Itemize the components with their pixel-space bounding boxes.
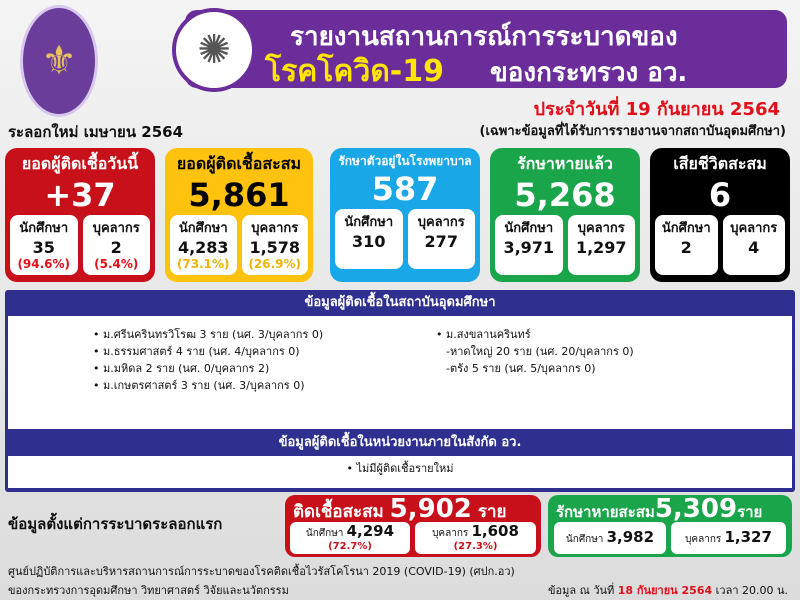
cum-staff-pct: (27.3%) xyxy=(453,541,498,552)
wave-label: ระลอกใหม่ เมษายน 2564 xyxy=(8,123,184,141)
staff-label: บุคลากร xyxy=(92,221,140,236)
staff-box: บุคลากร 277 xyxy=(407,209,475,269)
rec-student-value: 3,982 xyxy=(606,528,655,546)
since-first-wave-label: ข้อมูลตั้งแต่การระบาดระลอกแรก xyxy=(8,515,223,533)
institution-item: • ม.สงขลานครินทร์ xyxy=(436,328,531,341)
cum-infected-unit: ราย xyxy=(477,502,507,522)
institutions-header: ข้อมูลผู้ติดเชื้อในสถาบันอุดมศึกษา xyxy=(304,295,496,310)
student-box: นักศึกษา 3,971 xyxy=(495,215,563,275)
footer-line1: ศูนย์ปฏิบัติการและบริหารสถานการณ์การระบา… xyxy=(8,565,515,578)
institutions-list: • ม.ศรีนครินทรวิโรฒ 3 ราย (นศ. 3/บุคลากร… xyxy=(8,316,792,429)
student-label: นักศึกษา xyxy=(504,221,554,236)
institution-item: • ม.มหิดล 2 ราย (นศ. 0/บุคลากร 2) xyxy=(93,362,270,375)
student-pct: (94.6%) xyxy=(17,257,71,271)
rec-staff-label: บุคลากร xyxy=(685,534,722,545)
virus-icon: ✺ xyxy=(172,8,256,92)
report-note: (เฉพาะข้อมูลที่ได้รับการรายงานจากสถาบันอ… xyxy=(479,124,786,139)
cum-recovered-value: 5,309 xyxy=(654,494,738,524)
card-title: รักษาตัวอยู่ในโรงพยาบาล xyxy=(338,154,472,168)
cum-student-value: 4,294 xyxy=(346,522,395,540)
cum-staff-value: 1,608 xyxy=(471,522,519,540)
student-value: 4,283 xyxy=(177,238,229,257)
card-value: 5,268 xyxy=(514,176,616,214)
institution-item: • ม.ศรีนครินทรวิโรฒ 3 ราย (นศ. 3/บุคลากร… xyxy=(93,328,324,341)
title-covid: โรคโควิด-19 xyxy=(265,54,445,89)
cum-student-pct: (72.7%) xyxy=(328,541,372,552)
staff-pct: (5.4%) xyxy=(94,257,139,271)
staff-value: 1,578 xyxy=(249,238,301,257)
card-recovered: รักษาหายแล้ว 5,268 นักศึกษา 3,971 บุคลากร… xyxy=(490,148,640,282)
footer-line2: ของกระทรวงการอุดมศึกษา วิทยาศาสตร์ วิจัย… xyxy=(8,584,289,597)
staff-box: บุคลากร 2 (5.4%) xyxy=(82,215,150,275)
card-value: 6 xyxy=(708,176,732,214)
student-label: นักศึกษา xyxy=(19,221,69,236)
title-line1: รายงานสถานการณ์การระบาดของ xyxy=(290,22,678,52)
student-label: นักศึกษา xyxy=(661,221,711,236)
staff-label: บุคลากร xyxy=(417,215,465,230)
institution-item: • ม.เกษตรศาสตร์ 3 ราย (นศ. 3/บุคลากร 0) xyxy=(93,379,305,392)
rec-student-label: นักศึกษา xyxy=(565,534,604,545)
card-value: 587 xyxy=(371,170,439,208)
staff-label: บุคลากร xyxy=(251,221,299,236)
card-cumulative: ยอดผู้ติดเชื้อสะสม 5,861 นักศึกษา 4,283 (7… xyxy=(165,148,313,282)
cum-staff-label: บุคลากร xyxy=(432,528,469,539)
staff-box: บุคลากร 1,578 (26.9%) xyxy=(241,215,308,275)
staff-pct: (26.9%) xyxy=(248,257,302,271)
student-label: นักศึกษา xyxy=(344,215,394,230)
cum-recovered-title: รักษาหายสะสม xyxy=(556,503,655,521)
agencies-header: ข้อมูลผู้ติดเชื้อในหน่วยงานภายในสังกัด อ… xyxy=(278,435,522,450)
student-box: นักศึกษา 35 (94.6%) xyxy=(10,215,78,275)
card-title: ยอดผู้ติดเชื้อวันนี้ xyxy=(21,154,139,173)
agency-item: • ไม่มีผู้ติดเชื้อรายใหม่ xyxy=(346,462,454,475)
staff-value: 2 xyxy=(110,238,122,257)
cum-recovered-unit: ราย xyxy=(737,503,763,521)
as-of-time: เวลา 20.00 น. xyxy=(715,584,788,597)
as-of-date: ข้อมูล ณ วันที่ 18 กันยายน 2564 เวลา 20.… xyxy=(548,581,788,599)
cum-infected-value: 5,902 xyxy=(389,494,472,524)
staff-box: บุคลากร 1,297 xyxy=(567,215,635,275)
student-box: นักศึกษา 4,283 (73.1%) xyxy=(170,215,237,275)
staff-value: 277 xyxy=(424,232,458,251)
student-box: นักศึกษา 2 xyxy=(655,215,718,275)
card-value: +37 xyxy=(44,176,116,214)
report-date: ประจำวันที่ 19 กันยายน 2564 xyxy=(533,99,780,120)
staff-box: บุคลากร 4 xyxy=(722,215,785,275)
institution-item: -หาดใหญ่ 20 ราย (นศ. 20/บุคลากร 0) xyxy=(446,345,634,358)
card-title: เสียชีวิตสะสม xyxy=(673,154,767,173)
rec-staff-value: 1,327 xyxy=(724,528,772,546)
card-hospital: รักษาตัวอยู่ในโรงพยาบาล 587 นักศึกษา 310 … xyxy=(330,148,480,282)
as-of-date-value: 18 กันยายน 2564 xyxy=(617,584,713,597)
staff-label: บุคลากร xyxy=(730,221,778,236)
student-value: 310 xyxy=(352,232,386,251)
cum-infected-title: ติดเชื้อสะสม xyxy=(293,502,384,522)
title-banner xyxy=(185,10,787,88)
card-title: ยอดผู้ติดเชื้อสะสม xyxy=(176,154,302,173)
student-value: 35 xyxy=(32,238,55,257)
institution-item: • ม.ธรรมศาสตร์ 4 ราย (นศ. 4/บุคลากร 0) xyxy=(93,345,300,358)
agencies-list: • ไม่มีผู้ติดเชื้อรายใหม่ xyxy=(8,456,792,488)
staff-label: บุคลากร xyxy=(577,221,625,236)
card-deaths: เสียชีวิตสะสม 6 นักศึกษา 2 บุคลากร 4 xyxy=(650,148,790,282)
title-ministry: ของกระทรวง อว. xyxy=(490,58,688,88)
card-value: 5,861 xyxy=(188,176,290,214)
student-box: นักศึกษา 310 xyxy=(335,209,403,269)
student-label: นักศึกษา xyxy=(178,221,228,236)
ministry-logo: ⚜ xyxy=(20,5,98,117)
as-of-prefix: ข้อมูล ณ วันที่ xyxy=(548,584,615,597)
staff-value: 1,297 xyxy=(575,238,627,257)
cum-student-label: นักศึกษา xyxy=(305,528,344,539)
student-pct: (73.1%) xyxy=(176,257,230,271)
cumulative-infected-box: ติดเชื้อสะสม 5,902 ราย นักศึกษา 4,294 (72… xyxy=(285,495,541,557)
student-value: 2 xyxy=(680,238,692,257)
staff-value: 4 xyxy=(748,238,760,257)
card-title: รักษาหายแล้ว xyxy=(517,154,613,173)
institution-item: -ตรัง 5 ราย (นศ. 5/บุคลากร 0) xyxy=(446,362,596,375)
card-today: ยอดผู้ติดเชื้อวันนี้ +37 นักศึกษา 35 (94.6… xyxy=(5,148,155,282)
cumulative-recovered-box: รักษาหายสะสม5,309ราย นักศึกษา 3,982 บุคล… xyxy=(548,495,792,557)
student-value: 3,971 xyxy=(503,238,555,257)
